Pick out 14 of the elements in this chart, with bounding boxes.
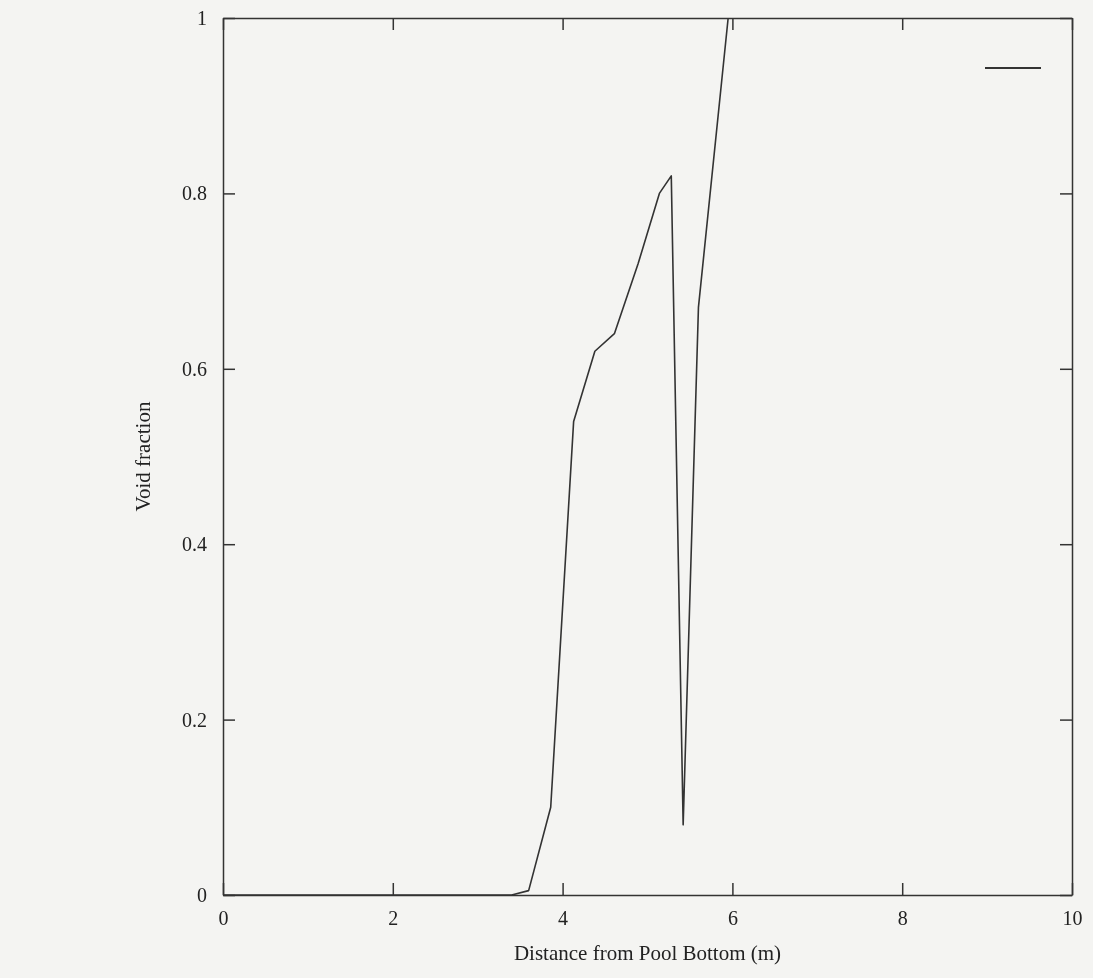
y-tick-label: 0.8 bbox=[182, 182, 207, 205]
y-tick-label: 0.4 bbox=[182, 533, 207, 556]
x-tick-label: 4 bbox=[558, 907, 569, 930]
x-axis-title: Distance from Pool Bottom (m) bbox=[513, 941, 782, 965]
x-tick-label: 2 bbox=[388, 907, 399, 930]
x-tick-label: 8 bbox=[897, 907, 908, 930]
y-tick-label: 0.6 bbox=[182, 357, 207, 380]
x-tick-label: 6 bbox=[727, 907, 738, 930]
y-tick-label: 0 bbox=[197, 883, 207, 906]
y-axis-title: Void fraction bbox=[131, 401, 155, 512]
x-tick-label: 0 bbox=[218, 907, 229, 930]
x-tick-label: 10 bbox=[1062, 907, 1083, 930]
y-tick-label: 0.2 bbox=[182, 708, 207, 731]
y-tick-label: 1 bbox=[197, 6, 207, 29]
